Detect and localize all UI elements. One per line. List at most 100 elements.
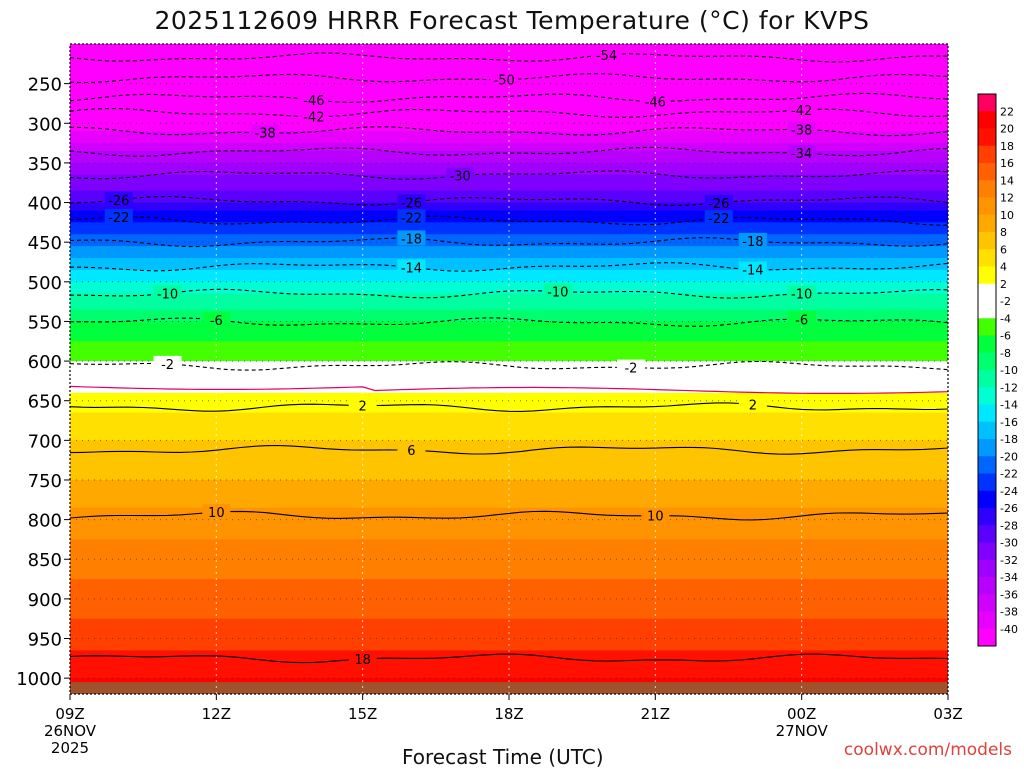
contour-label: -6 [795, 313, 808, 328]
temperature-band [70, 285, 948, 291]
temperature-band [70, 242, 948, 247]
colorbar-swatch [978, 249, 996, 267]
contour-label-bg [641, 507, 670, 523]
contour-label-bg [490, 71, 519, 87]
temperature-band [70, 579, 948, 584]
credit-link[interactable]: coolwx.com/models [843, 740, 1012, 760]
temperature-band [70, 194, 948, 200]
temperature-band [70, 158, 948, 164]
temperature-band [70, 590, 948, 596]
temperature-band [70, 305, 948, 311]
temperature-band [70, 51, 948, 57]
temperature-band [70, 464, 948, 469]
grid-lines [70, 44, 948, 694]
y-tick-label: 1000 [16, 669, 62, 690]
freezing-level-line [69, 385, 949, 394]
colorbar-swatch [978, 266, 996, 285]
temperature-band [70, 495, 948, 501]
colorbar-swatch [978, 404, 996, 423]
contour-label: -14 [401, 261, 422, 276]
contour-label: -10 [157, 287, 178, 302]
x-tick-sublabel: 26NOV [44, 722, 97, 740]
contour-label-bg [202, 311, 231, 327]
y-tick-label: 350 [28, 154, 62, 175]
temperature-band [70, 404, 948, 410]
temperature-band [70, 365, 948, 370]
temperature-band [70, 297, 948, 303]
colorbar-swatch [978, 490, 996, 509]
temperature-band [70, 131, 948, 136]
temperature-band [70, 487, 948, 493]
temperature-band [70, 226, 948, 231]
contour-label: -38 [791, 124, 812, 139]
x-tick-label: 09Z [55, 705, 84, 723]
contour-label-bg [153, 285, 182, 301]
colorbar-label: -40 [1000, 623, 1018, 636]
temperature-band [70, 147, 948, 152]
temperature-band [70, 357, 948, 362]
temperature-band [70, 460, 948, 465]
colorbar-swatch [978, 628, 996, 647]
temperature-band [70, 63, 948, 69]
temperature-band [70, 333, 948, 338]
temperature-band [70, 614, 948, 620]
temperature-band [70, 416, 948, 422]
contour-label-bg [787, 311, 816, 327]
isotherm-line [69, 653, 949, 664]
temperature-band [70, 178, 948, 184]
x-tick-label: 03Z [933, 705, 962, 723]
temperature-band [70, 499, 948, 505]
colorbar-swatch [978, 318, 996, 336]
colorbar: 22 20 18 16 14 12 10 8 6 4 2 -2 -4 -6 -8 -10 -12 -14 -16 -1… [977, 93, 1018, 647]
contour-label-bg [348, 650, 377, 666]
temperature-band [70, 412, 948, 418]
contour-label: -22 [708, 212, 729, 227]
contour-label: 10 [208, 506, 225, 521]
contour-label-bg [397, 209, 426, 225]
temperature-band [70, 170, 948, 176]
temperature-band [70, 567, 948, 572]
colorbar-swatch [978, 197, 996, 216]
colorbar-swatch [978, 283, 996, 302]
y-tick-label: 450 [28, 233, 62, 254]
temperature-band [70, 254, 948, 259]
contour-label-bg [397, 442, 426, 458]
temperature-band [70, 440, 948, 445]
y-tick-label: 750 [28, 471, 62, 492]
temperature-band [70, 380, 948, 386]
colorbar-swatch [978, 94, 996, 112]
contour-label-bg [616, 359, 645, 375]
chart-title: 2025112609 HRRR Forecast Temperature (°C… [154, 6, 870, 35]
temperature-band [70, 452, 948, 457]
temperature-band [70, 674, 948, 679]
temperature-band [70, 250, 948, 255]
colorbar-swatch [978, 577, 996, 595]
contour-label-bg [104, 191, 133, 207]
contour-label-bg [446, 167, 475, 183]
temperature-band [70, 515, 948, 521]
contour-label-bg [641, 93, 670, 109]
colorbar-swatch [978, 421, 996, 440]
temperature-band [70, 400, 948, 406]
contour-label-bg [348, 397, 377, 413]
temperature-band [70, 428, 948, 434]
contour-label-bg [397, 259, 426, 275]
colorbar-label: -16 [1000, 416, 1018, 429]
colorbar-label: -20 [1000, 450, 1018, 463]
colorbar-label: -2 [1000, 295, 1011, 308]
colorbar-label: -36 [1000, 588, 1018, 601]
contour-label: -34 [791, 147, 812, 162]
contour-label-bg [299, 108, 328, 124]
temperature-band [70, 261, 948, 267]
temperature-band [70, 555, 948, 560]
y-tick-label: 700 [28, 431, 62, 452]
temperature-band [70, 392, 948, 398]
temperature-band [70, 662, 948, 667]
colorbar-swatch [978, 214, 996, 233]
contour-label-bg [787, 145, 816, 161]
contour-label: -10 [791, 288, 812, 303]
colorbar-swatch [978, 111, 996, 129]
contour-label: -2 [624, 362, 637, 377]
colorbar-label: 10 [1000, 209, 1014, 222]
